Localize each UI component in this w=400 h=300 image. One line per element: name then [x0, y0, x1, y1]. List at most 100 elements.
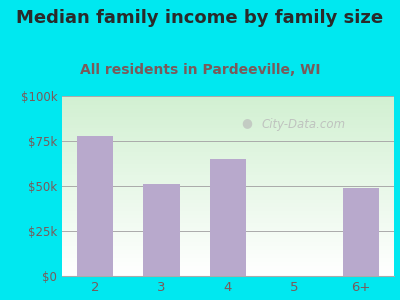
Bar	[62, 148, 394, 149]
Bar	[62, 114, 394, 115]
Bar	[62, 215, 394, 216]
Bar	[62, 212, 394, 213]
Bar	[62, 211, 394, 212]
Bar	[62, 123, 394, 124]
Bar	[62, 164, 394, 165]
Bar	[62, 115, 394, 116]
Bar	[62, 163, 394, 164]
Bar	[62, 235, 394, 236]
Bar	[62, 204, 394, 205]
Bar	[62, 105, 394, 106]
Bar	[62, 241, 394, 242]
Bar	[62, 107, 394, 108]
Bar	[62, 175, 394, 176]
Bar	[62, 183, 394, 184]
Bar	[62, 113, 394, 114]
Bar	[62, 166, 394, 167]
Bar	[62, 158, 394, 159]
Bar	[62, 273, 394, 274]
Bar	[62, 125, 394, 126]
Bar	[62, 100, 394, 101]
Bar	[62, 262, 394, 263]
Bar	[62, 173, 394, 174]
Bar	[62, 118, 394, 119]
Bar	[62, 275, 394, 276]
Bar	[62, 240, 394, 241]
Bar	[62, 116, 394, 117]
Bar	[62, 236, 394, 237]
Bar	[62, 134, 394, 135]
Bar	[62, 132, 394, 133]
Bar	[62, 194, 394, 195]
Bar	[62, 234, 394, 235]
Bar	[62, 118, 394, 119]
Bar	[62, 256, 394, 257]
Bar	[62, 253, 394, 254]
Bar	[62, 198, 394, 199]
Bar	[62, 120, 394, 121]
Bar	[62, 250, 394, 251]
Bar	[62, 237, 394, 238]
Bar	[62, 238, 394, 239]
Bar	[62, 184, 394, 185]
Bar	[62, 193, 394, 194]
Bar	[62, 170, 394, 171]
Bar	[62, 197, 394, 198]
Bar	[62, 208, 394, 209]
Bar	[62, 231, 394, 232]
Bar	[62, 99, 394, 100]
Bar	[62, 222, 394, 223]
Bar	[62, 219, 394, 220]
Bar	[62, 139, 394, 140]
Bar	[62, 145, 394, 146]
Bar	[62, 228, 394, 229]
Bar	[62, 112, 394, 113]
Bar	[62, 226, 394, 227]
Bar	[62, 225, 394, 226]
Bar	[62, 251, 394, 252]
Bar	[62, 160, 394, 161]
Bar	[62, 101, 394, 102]
Text: City-Data.com: City-Data.com	[261, 118, 345, 130]
Bar	[62, 188, 394, 189]
Bar	[62, 207, 394, 208]
Bar	[62, 96, 394, 97]
Bar	[62, 217, 394, 218]
Bar	[62, 179, 394, 180]
Bar	[62, 201, 394, 202]
Bar	[62, 242, 394, 243]
Text: ●: ●	[241, 116, 252, 129]
Bar	[62, 274, 394, 275]
Bar	[210, 159, 246, 276]
Bar	[62, 140, 394, 141]
Bar	[62, 138, 394, 139]
Bar	[62, 195, 394, 196]
Bar	[62, 141, 394, 142]
Bar	[62, 117, 394, 118]
Bar	[62, 182, 394, 183]
Bar	[62, 176, 394, 177]
Bar	[77, 136, 114, 276]
Bar	[62, 174, 394, 175]
Bar	[62, 227, 394, 228]
Bar	[62, 191, 394, 192]
Bar	[62, 267, 394, 268]
Bar	[143, 184, 180, 276]
Bar	[62, 150, 394, 151]
Bar	[62, 206, 394, 207]
Bar	[62, 155, 394, 156]
Bar	[62, 97, 394, 98]
Bar	[62, 185, 394, 186]
Bar	[62, 266, 394, 267]
Bar	[62, 131, 394, 132]
Bar	[62, 230, 394, 231]
Bar	[62, 124, 394, 125]
Bar	[62, 271, 394, 272]
Bar	[62, 272, 394, 273]
Bar	[62, 162, 394, 163]
Bar	[62, 159, 394, 160]
Bar	[62, 169, 394, 170]
Bar	[62, 119, 394, 120]
Bar	[62, 186, 394, 187]
Bar	[62, 258, 394, 259]
